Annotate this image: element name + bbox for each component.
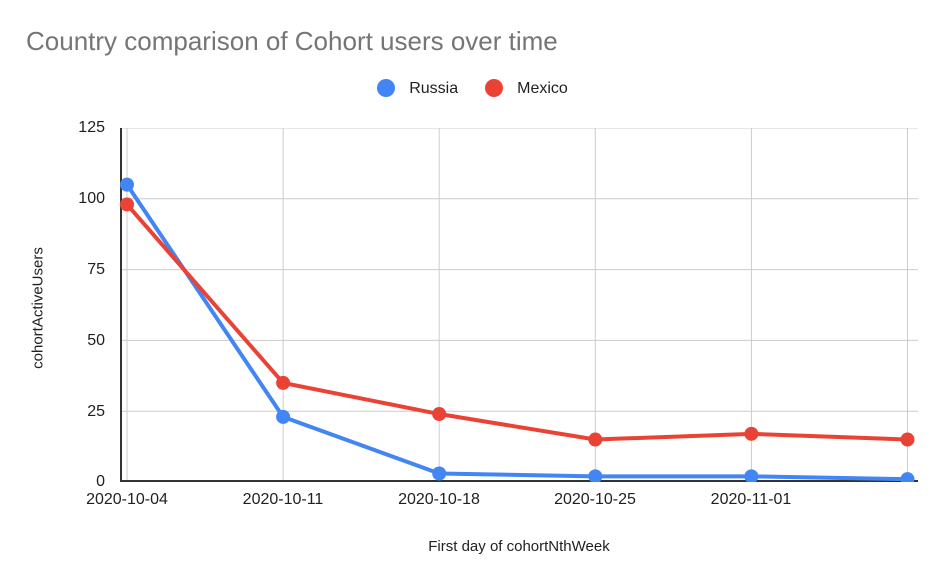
y-tick-25: 25 (87, 403, 105, 420)
data-point-mexico-0[interactable] (120, 197, 134, 212)
legend-dot-mexico-icon (485, 79, 504, 97)
y-tick-75: 75 (87, 261, 105, 278)
series-line-mexico (125, 202, 910, 442)
data-point-mexico-3[interactable] (588, 432, 603, 447)
data-point-mexico-1[interactable] (276, 375, 291, 390)
y-tick-0: 0 (96, 473, 105, 490)
y-tick-125: 125 (78, 119, 105, 136)
x-tick-2020-10-04: 2020-10-04 (86, 491, 168, 508)
plot-area (120, 128, 918, 482)
y-tick-100: 100 (78, 190, 105, 207)
data-point-russia-0[interactable] (120, 177, 134, 192)
data-point-mexico-2[interactable] (432, 407, 447, 422)
data-point-russia-3[interactable] (588, 469, 603, 482)
x-tick-2020-10-18: 2020-10-18 (398, 491, 480, 508)
data-point-mexico-4[interactable] (744, 426, 759, 441)
y-tick-50: 50 (87, 332, 105, 349)
legend-label-mexico: Mexico (517, 79, 568, 97)
legend-dot-russia-icon (377, 79, 396, 97)
data-point-russia-4[interactable] (744, 469, 759, 482)
x-tick-2020-10-25: 2020-10-25 (554, 491, 636, 508)
legend-label-russia: Russia (409, 79, 459, 97)
chart-title: Country comparison of Cohort users over … (26, 26, 558, 56)
legend: Russia Mexico (0, 78, 945, 98)
data-point-russia-2[interactable] (432, 466, 447, 481)
x-axis-title: First day of cohortNthWeek (428, 538, 610, 555)
data-point-russia-5[interactable] (900, 472, 915, 482)
data-point-russia-1[interactable] (276, 409, 291, 424)
x-tick-2020-10-11: 2020-10-11 (242, 491, 324, 508)
data-point-mexico-5[interactable] (900, 432, 915, 447)
x-tick-2020-11-01: 2020-11-01 (710, 491, 792, 508)
legend-item-mexico[interactable]: Mexico (485, 79, 568, 98)
legend-item-russia[interactable]: Russia (377, 79, 458, 98)
series-line-russia (125, 182, 910, 482)
